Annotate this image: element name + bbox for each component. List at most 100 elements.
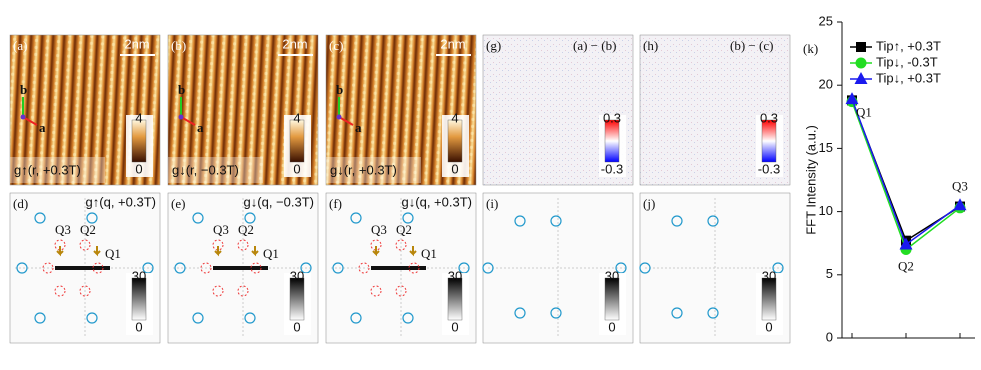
y-tick-label: 5 [826,266,833,281]
bragg-peak [671,307,683,319]
q-peak [370,239,382,251]
panel-label: (e) [171,196,185,211]
bragg-peak [514,215,526,227]
lattice-a [180,116,196,126]
q-peak [237,239,249,251]
q-peak [395,239,407,251]
panel: (f) g↓(q, +0.3T) Q3 Q2 Q1 30 0 [325,192,477,344]
colorbar-label: 0.3 [603,110,621,125]
category-label: Q2 [898,259,914,274]
caption: g↓(r, +0.3T) [330,162,397,177]
lattice-label: a [39,120,46,135]
lattice-label: a [355,120,362,135]
colorbar-label: 0 [135,319,142,334]
panel: (i) 30 0 [482,192,634,344]
bragg-peak [16,262,28,274]
series-line [851,98,961,246]
colorbar-label: 30 [290,268,304,283]
colorbar [761,119,777,163]
q-peak [370,285,382,297]
bragg-peak [707,307,719,319]
colorbar-label: 0 [135,161,142,176]
q-peak [250,262,262,274]
panel: (g) (a) − (b) 0.3 -0.3 [482,34,634,186]
q-label: Q3 [213,222,229,237]
caption-bg [10,157,105,183]
colorbar [761,277,777,321]
caption: g↓(r, −0.3T) [172,162,239,177]
y-axis-label: FFT Intensity (a.u.) [803,125,818,235]
q-label: Q3 [55,222,71,237]
legend-marker [855,57,867,69]
caption-bg [326,157,421,183]
center-peak [55,266,110,270]
panel: (a) 2nm g↑(r, +0.3T) b a 4 0 [9,34,161,186]
colorbar [131,277,147,321]
category-label: Q1 [856,105,872,120]
q-peak [92,262,104,274]
lattice-a [22,116,38,126]
colorbar-label: 30 [132,268,146,283]
scale-label: 2nm [282,36,307,51]
legend-label: Tip↓, -0.3T [876,54,938,69]
scale-label: 2nm [124,36,149,51]
colorbar-label: 4 [451,110,458,125]
bragg-peak [350,312,362,324]
caption: (b) − (c) [730,38,773,53]
colorbar-label: 4 [135,110,142,125]
lattice-label: b [178,82,185,97]
caption: g↓(q, −0.3T) [244,194,314,209]
lattice-origin [336,114,342,120]
panel-label: (f) [329,196,342,211]
lattice-origin [20,114,26,120]
y-tick-label: 15 [819,140,833,155]
data-point [899,237,913,250]
q-peak [54,285,66,297]
bragg-peak [707,215,719,227]
colorbar-label: 30 [762,268,776,283]
panel-label: (b) [171,38,186,53]
bragg-peak [192,312,204,324]
colorbar-label: 4 [293,110,300,125]
caption-bg [168,157,263,183]
q-arrow [372,246,380,257]
colorbar-label: 0 [293,161,300,176]
bragg-peak [174,262,186,274]
panel-label: (c) [329,38,343,53]
bragg-peak [550,307,562,319]
scale-label: 2nm [440,36,465,51]
bragg-peak [402,212,414,224]
bragg-peak [86,212,98,224]
colorbar [447,119,463,163]
center-peak [371,266,426,270]
colorbar-label: 0 [451,161,458,176]
y-tick-label: 20 [819,77,833,92]
panel-label: (k) [803,41,818,56]
colorbar-label: 0 [765,319,772,334]
colorbar-label: 0 [451,319,458,334]
panel-label: (d) [13,196,28,211]
panel-label: (h) [643,38,658,53]
legend-marker [856,42,866,52]
bragg-peak [671,215,683,227]
panel: (e) g↓(q, −0.3T) Q3 Q2 Q1 30 0 [167,192,319,344]
y-tick-label: 10 [819,203,833,218]
legend-marker [854,72,868,84]
q-peak [395,285,407,297]
center-peak [213,266,268,270]
q-peak [54,239,66,251]
bragg-peak [86,312,98,324]
data-point [953,198,967,211]
panel: (c) 2nm g↓(r, +0.3T) b a 4 0 [325,34,477,186]
q-peak [79,285,91,297]
q-peak [408,262,420,274]
bragg-peak [350,212,362,224]
colorbar-label: 0 [293,319,300,334]
q-peak [200,262,212,274]
colorbar-label: 0 [608,319,615,334]
q-peak [42,262,54,274]
q-label: Q3 [371,222,387,237]
caption: g↑(r, +0.3T) [14,162,81,177]
q-arrow [409,246,417,257]
